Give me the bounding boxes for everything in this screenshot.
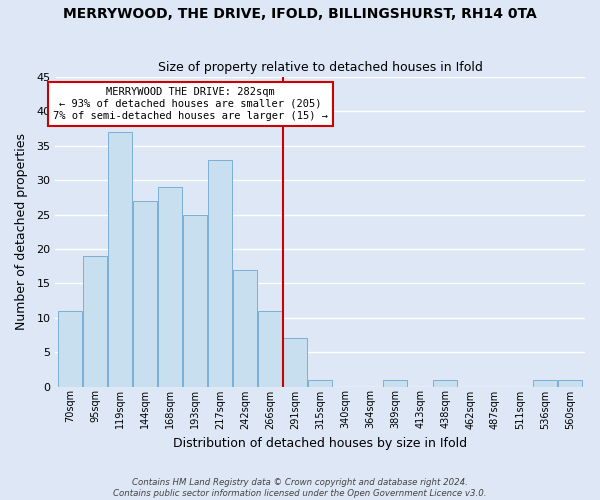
Bar	[258, 311, 283, 386]
Bar	[208, 160, 232, 386]
Bar	[133, 201, 157, 386]
Title: Size of property relative to detached houses in Ifold: Size of property relative to detached ho…	[158, 62, 482, 74]
Text: MERRYWOOD, THE DRIVE, IFOLD, BILLINGSHURST, RH14 0TA: MERRYWOOD, THE DRIVE, IFOLD, BILLINGSHUR…	[63, 8, 537, 22]
Bar	[83, 256, 107, 386]
Bar	[183, 214, 208, 386]
Y-axis label: Number of detached properties: Number of detached properties	[15, 134, 28, 330]
Text: Contains HM Land Registry data © Crown copyright and database right 2024.
Contai: Contains HM Land Registry data © Crown c…	[113, 478, 487, 498]
Bar	[433, 380, 457, 386]
Text: MERRYWOOD THE DRIVE: 282sqm
← 93% of detached houses are smaller (205)
7% of sem: MERRYWOOD THE DRIVE: 282sqm ← 93% of det…	[53, 88, 328, 120]
Bar	[58, 311, 82, 386]
Bar	[158, 187, 182, 386]
Bar	[283, 338, 307, 386]
X-axis label: Distribution of detached houses by size in Ifold: Distribution of detached houses by size …	[173, 437, 467, 450]
Bar	[558, 380, 582, 386]
Bar	[383, 380, 407, 386]
Bar	[308, 380, 332, 386]
Bar	[233, 270, 257, 386]
Bar	[108, 132, 133, 386]
Bar	[533, 380, 557, 386]
